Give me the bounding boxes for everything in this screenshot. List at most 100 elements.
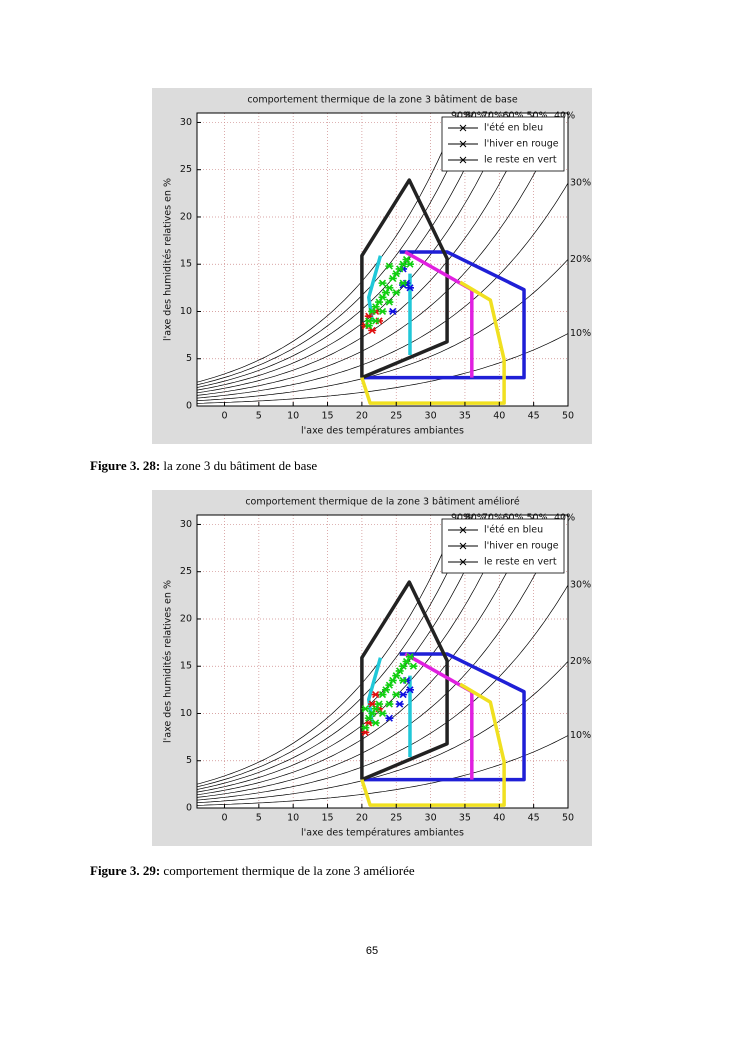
y-tick-label: 0: [186, 803, 192, 814]
point: [405, 260, 414, 268]
x-tick-label: 30: [425, 411, 437, 422]
point: [392, 289, 401, 297]
zone: [360, 280, 506, 405]
x-tick-label: 25: [390, 411, 402, 422]
point: [368, 307, 377, 316]
legend-marker: [459, 124, 467, 132]
x-tick-label: 30: [425, 813, 437, 824]
legend-label: l'hiver en rouge: [484, 139, 559, 150]
x-axis-label: l'axe des températures ambiantes: [301, 426, 464, 437]
point: [371, 317, 380, 325]
x-tick-label: 50: [562, 813, 574, 824]
point: [371, 719, 380, 727]
rh-label: 30%: [570, 580, 591, 591]
x-tick-label: 0: [221, 813, 227, 824]
rh-label: 60%: [502, 513, 523, 524]
rh-label: 70%: [482, 513, 503, 524]
point: [405, 686, 414, 694]
rh-label: 90%: [451, 111, 472, 122]
chart-title: comportement thermique de la zone 3 bâti…: [247, 95, 518, 106]
rh-curve: [197, 515, 460, 785]
point: [361, 724, 370, 732]
x-tick-label: 45: [528, 813, 540, 824]
caption-text: comportement thermique de la zone 3 amél…: [163, 863, 415, 878]
y-tick-label: 5: [186, 755, 192, 766]
x-tick-label: 50: [562, 411, 574, 422]
x-tick-label: 40: [493, 813, 505, 824]
point: [368, 709, 377, 718]
rh-curve: [197, 113, 491, 388]
point: [385, 284, 394, 292]
y-tick-label: 30: [180, 117, 192, 128]
chart: comportement thermique de la zone 3 bâti…: [152, 88, 592, 444]
plot-frame: [196, 514, 569, 809]
point: [381, 686, 390, 694]
legend-label: le reste en vert: [484, 557, 557, 568]
x-axis-label: l'axe des températures ambiantes: [301, 828, 464, 839]
legend-marker: [459, 140, 467, 148]
point: [368, 700, 377, 708]
point: [381, 289, 390, 297]
rh-curve: [197, 182, 568, 399]
y-tick-label: 30: [180, 519, 192, 530]
point: [371, 705, 380, 713]
rh-label: 10%: [570, 328, 591, 339]
x-tick-label: 25: [390, 813, 402, 824]
point: [395, 667, 404, 675]
caption-label: Figure 3. 28:: [90, 458, 161, 473]
rh-curve: [197, 515, 474, 788]
x-tick-label: 35: [459, 813, 471, 824]
x-tick-label: 45: [528, 411, 540, 422]
point: [388, 274, 397, 282]
x-tick-label: 5: [256, 813, 262, 824]
caption: Figure 3. 29: comportement thermique de …: [90, 863, 415, 879]
zone: [360, 682, 506, 807]
rh-label: 90%: [451, 513, 472, 524]
x-tick-label: 10: [287, 411, 299, 422]
point: [392, 691, 401, 699]
point: [385, 298, 394, 306]
y-tick-label: 0: [186, 401, 192, 412]
legend: l'été en bleu l'hiver en rouge le reste en…: [441, 116, 565, 172]
point: [375, 298, 384, 306]
point: [402, 657, 411, 666]
y-tick-label: 10: [180, 708, 192, 719]
point: [399, 676, 408, 684]
legend-marker: [459, 156, 467, 164]
legend-label: l'été en bleu: [484, 123, 543, 134]
point: [399, 662, 408, 670]
point: [399, 691, 408, 699]
point: [378, 709, 387, 718]
point: [378, 293, 387, 301]
x-tick-label: 15: [321, 813, 333, 824]
x-tick-label: 5: [256, 411, 262, 422]
caption-text: la zone 3 du bâtiment de base: [163, 458, 318, 473]
zone: [360, 178, 449, 380]
legend-marker: [459, 558, 467, 566]
y-axis-label: l'axe des humidités relatives en %: [163, 580, 174, 743]
point: [375, 700, 384, 708]
point: [392, 672, 401, 680]
point: [409, 662, 418, 670]
point: [385, 700, 394, 708]
point: [364, 714, 373, 722]
y-tick-label: 20: [180, 211, 192, 222]
rh-label: 60%: [502, 111, 523, 122]
point: [392, 270, 401, 278]
legend-marker: [459, 542, 467, 550]
point: [364, 322, 373, 330]
y-tick-label: 10: [180, 306, 192, 317]
rh-curve: [197, 113, 565, 396]
point: [399, 279, 408, 287]
caption-label: Figure 3. 29:: [90, 863, 161, 878]
legend-label: le reste en vert: [484, 155, 557, 166]
rh-curve: [197, 584, 568, 801]
x-tick-label: 15: [321, 411, 333, 422]
rh-label: 80%: [465, 513, 486, 524]
point: [405, 284, 414, 292]
rh-curve: [197, 113, 474, 386]
point: [388, 676, 397, 684]
point: [378, 691, 387, 699]
